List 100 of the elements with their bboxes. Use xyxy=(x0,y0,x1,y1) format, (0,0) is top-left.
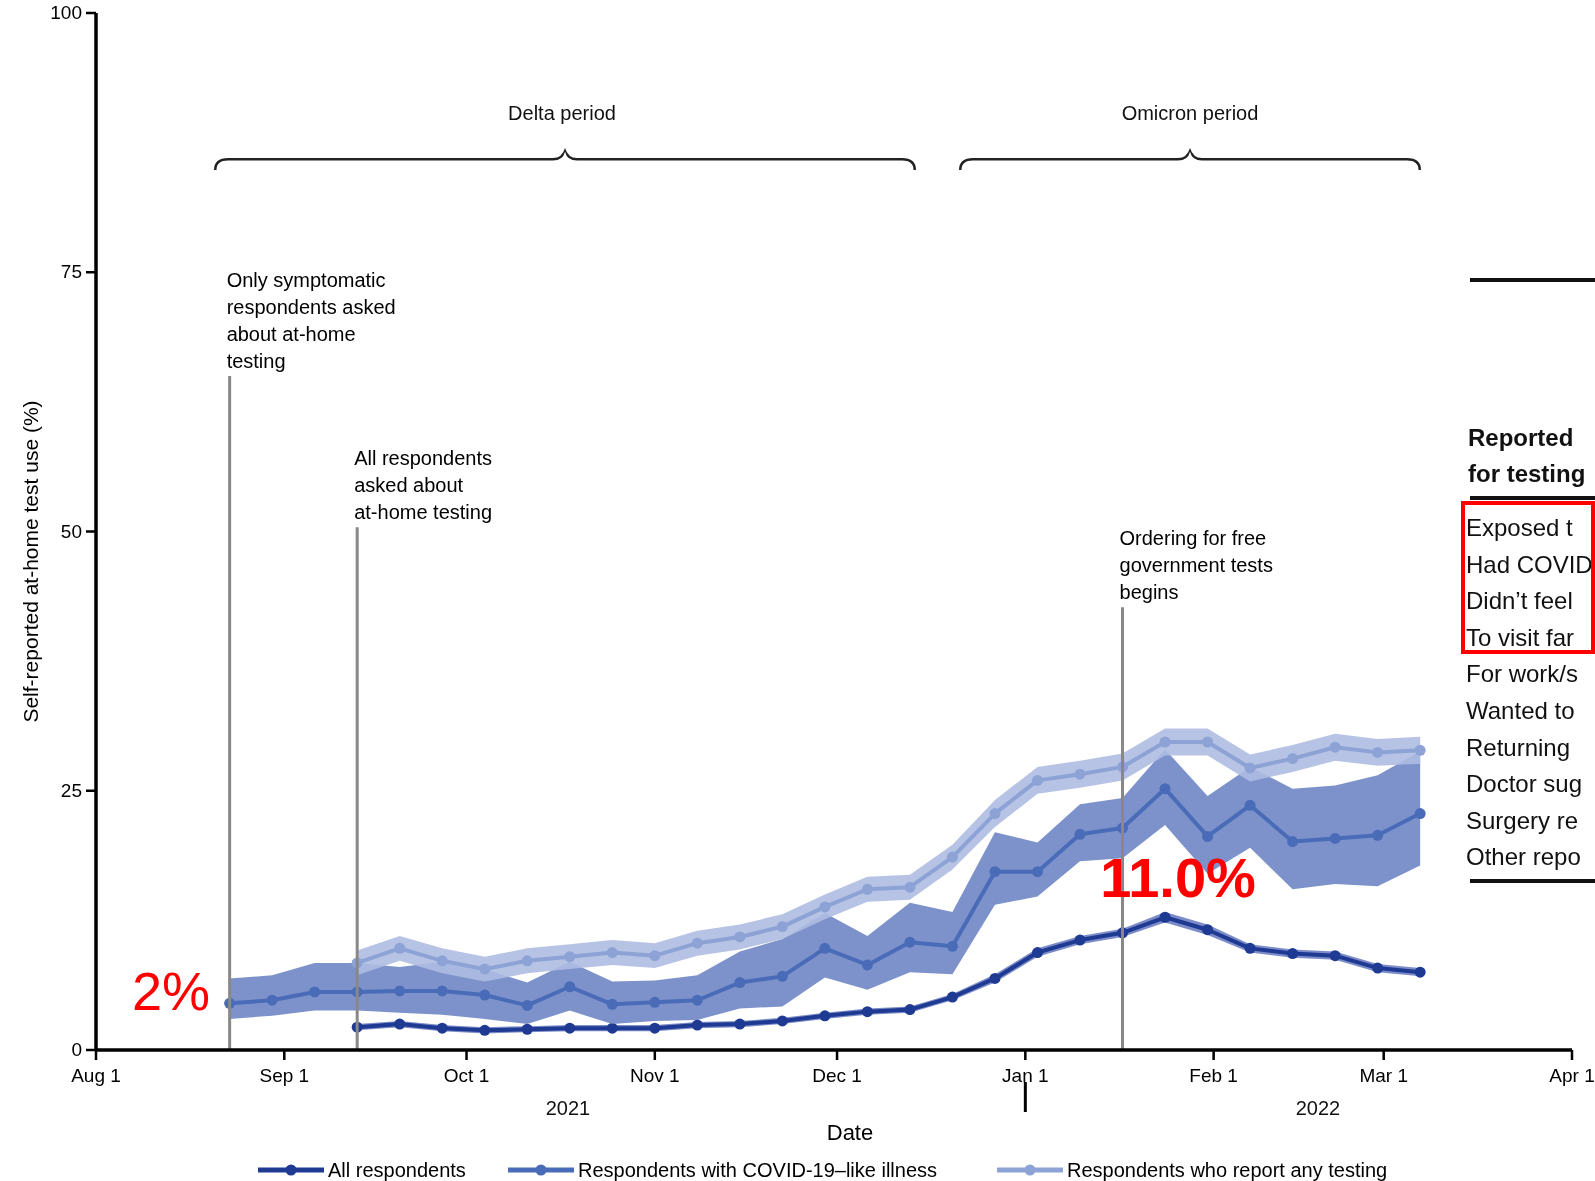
point xyxy=(1202,830,1214,842)
annotation: Surgery re xyxy=(1466,806,1579,834)
point xyxy=(904,1004,916,1016)
point xyxy=(946,940,958,952)
point xyxy=(394,985,406,997)
legend-label: Respondents who report any testing xyxy=(1067,1159,1388,1181)
point xyxy=(904,936,916,948)
point xyxy=(691,994,703,1006)
annotation: Exposed t xyxy=(1466,514,1574,541)
point xyxy=(436,985,448,997)
point xyxy=(1031,866,1043,878)
point xyxy=(861,883,873,895)
point xyxy=(946,851,958,863)
point xyxy=(266,994,278,1006)
text: 2021 xyxy=(545,1097,591,1119)
point xyxy=(819,942,831,954)
point xyxy=(1074,828,1086,840)
point xyxy=(1244,942,1256,954)
point xyxy=(1074,934,1086,946)
annotation: Returning xyxy=(1466,733,1571,761)
point xyxy=(1202,736,1214,748)
x-tick-label: Sep 1 xyxy=(259,1065,310,1086)
y-tick-label: 0 xyxy=(71,1039,82,1060)
point xyxy=(606,998,618,1010)
point xyxy=(564,951,576,963)
annotation: Reported for testing xyxy=(1468,424,1586,487)
y-tick-label: 25 xyxy=(60,779,82,801)
point xyxy=(564,981,576,993)
point xyxy=(1159,911,1171,923)
annotation: Doctor sug xyxy=(1466,770,1583,798)
ref-line-label: Ordering for free government tests begins xyxy=(1119,527,1273,604)
point xyxy=(691,1019,703,1031)
point xyxy=(521,955,533,967)
y-tick-label: 50 xyxy=(60,520,82,542)
point xyxy=(436,955,448,967)
annotation: 11.0% xyxy=(1100,846,1256,909)
annotation: Wanted to xyxy=(1466,697,1575,724)
point xyxy=(1414,966,1426,978)
point xyxy=(394,1018,406,1030)
ref-line-label: Only symptomatic respondents asked about at-home testing xyxy=(226,268,396,372)
point xyxy=(989,808,1001,820)
ref-line-label: All respondents asked about at-home testing xyxy=(354,447,493,524)
point xyxy=(521,1023,533,1035)
point xyxy=(861,959,873,971)
y-tick-label: 75 xyxy=(60,261,82,283)
point xyxy=(691,937,703,949)
point xyxy=(1372,746,1384,758)
x-tick-label: Dec 1 xyxy=(812,1065,862,1086)
point xyxy=(1372,829,1384,841)
annotation: Didn’t feel xyxy=(1466,587,1573,615)
point xyxy=(776,921,788,933)
point xyxy=(436,1022,448,1034)
point xyxy=(1244,762,1256,774)
point xyxy=(776,1015,788,1027)
point xyxy=(649,950,661,962)
point xyxy=(1287,948,1299,960)
text: 2022 xyxy=(1295,1097,1341,1119)
point xyxy=(1159,736,1171,748)
annotation: For work/s xyxy=(1466,660,1579,688)
point xyxy=(1287,753,1299,765)
point xyxy=(394,942,406,954)
x-tick-label: Oct 1 xyxy=(443,1065,490,1086)
point xyxy=(989,866,1001,878)
point xyxy=(564,1022,576,1034)
point xyxy=(1031,774,1043,786)
point xyxy=(479,963,491,975)
x-tick-label: Jan 1 xyxy=(1002,1065,1049,1086)
point xyxy=(1329,741,1341,753)
x-axis-title: Date xyxy=(826,1120,874,1145)
point xyxy=(1414,808,1426,820)
point xyxy=(776,970,788,982)
point xyxy=(1031,947,1043,959)
point xyxy=(649,1022,661,1034)
point xyxy=(1074,768,1086,780)
point xyxy=(989,972,1001,984)
point xyxy=(946,991,958,1003)
point xyxy=(1244,799,1256,811)
point xyxy=(734,931,746,943)
point xyxy=(649,996,661,1008)
point xyxy=(904,881,916,893)
point xyxy=(1287,836,1299,848)
x-tick-label: Nov 1 xyxy=(629,1065,680,1086)
annotation: Had COVID xyxy=(1466,550,1593,578)
point xyxy=(479,989,491,1001)
point xyxy=(1372,962,1384,974)
annotation: Delta period xyxy=(508,102,616,124)
point xyxy=(819,901,831,913)
y-tick-label: 100 xyxy=(50,2,82,23)
point xyxy=(819,1010,831,1022)
x-tick-label: Mar 1 xyxy=(1359,1065,1408,1086)
point xyxy=(606,1022,618,1034)
annotation: To visit far xyxy=(1466,623,1575,651)
point xyxy=(734,1018,746,1030)
point xyxy=(309,986,321,998)
point xyxy=(1159,783,1171,795)
annotation: 2% xyxy=(131,961,210,1021)
point xyxy=(479,1024,491,1036)
point xyxy=(521,999,533,1011)
point xyxy=(1329,950,1341,962)
legend-label: Respondents with COVID-19–like illness xyxy=(578,1159,938,1181)
